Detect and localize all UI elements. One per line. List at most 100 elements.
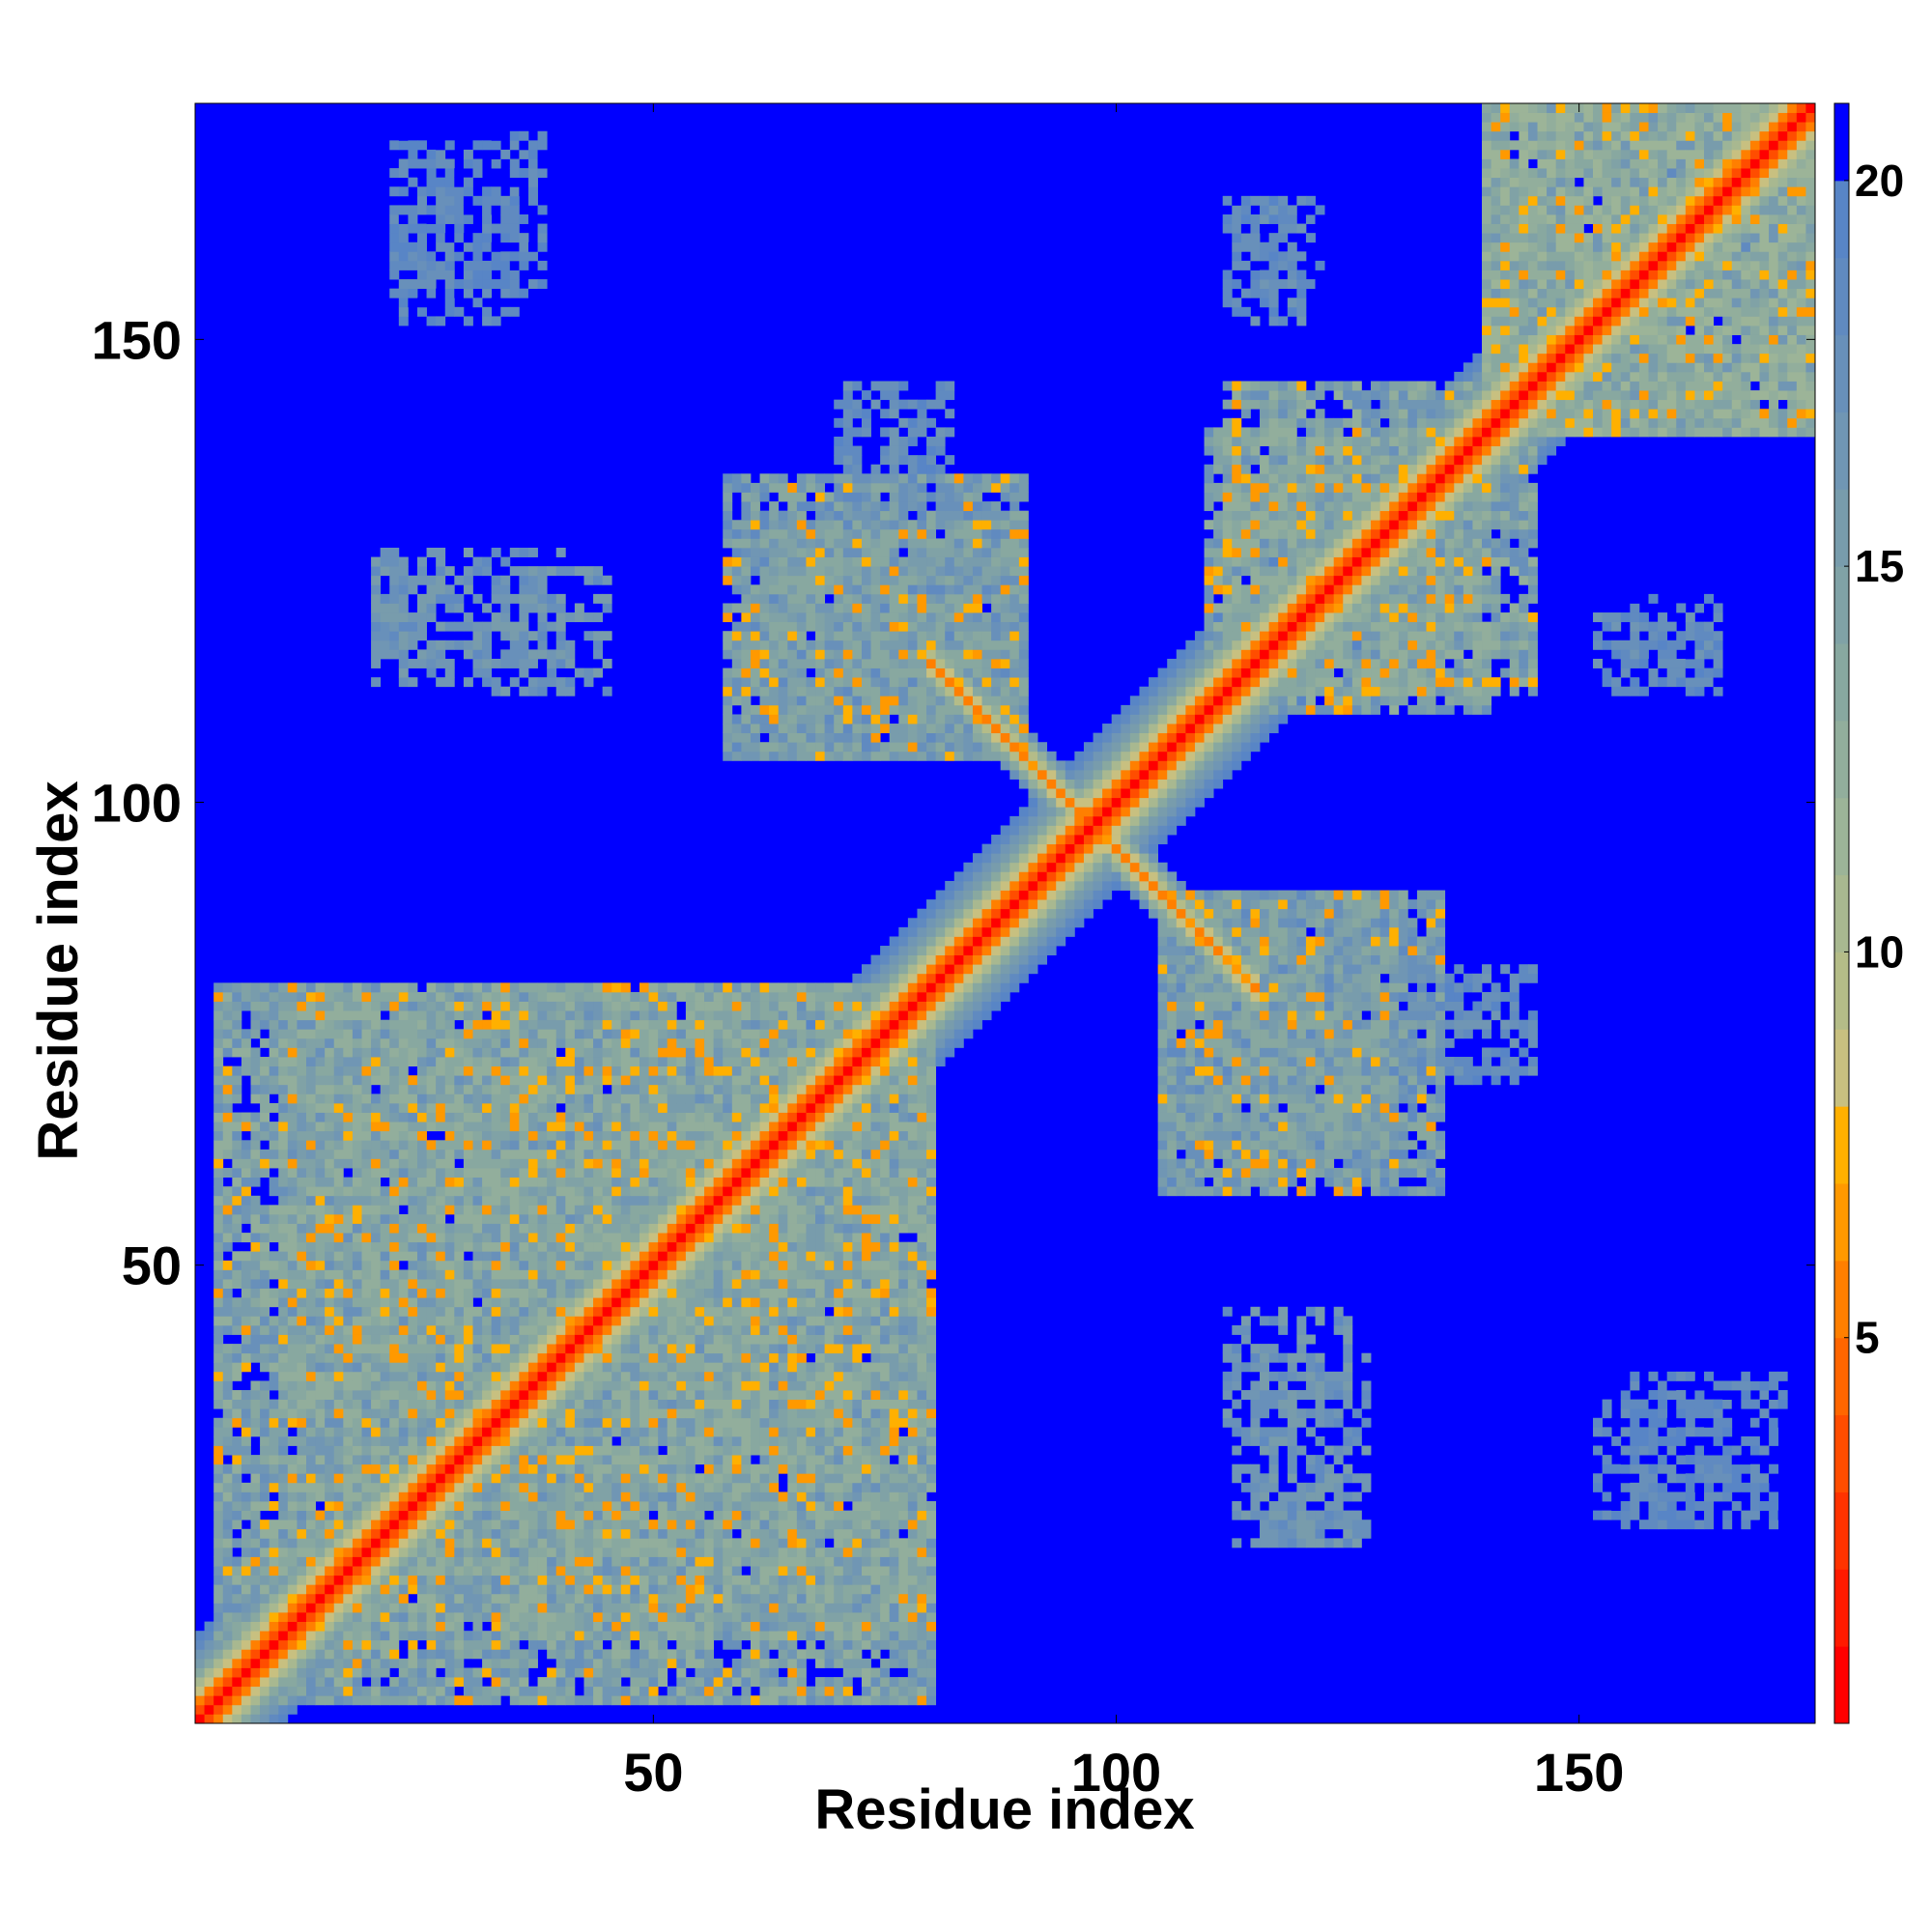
heatmap-cell [611,1528,622,1539]
heatmap-cell [371,1686,382,1696]
heatmap-cell [547,1122,557,1132]
heatmap-cell [436,1019,446,1030]
heatmap-cell [287,1455,298,1465]
heatmap-cell [527,168,538,179]
heatmap-cell [463,1112,473,1122]
heatmap-cell [297,1019,307,1030]
heatmap-cell [639,991,649,1002]
heatmap-cell [741,732,752,743]
heatmap-cell [297,1065,307,1076]
heatmap-cell [352,1010,362,1021]
heatmap-cell [389,1631,400,1641]
heatmap-cell [260,1649,270,1660]
heatmap-cell [565,1037,576,1048]
heatmap-cell [472,1520,483,1530]
heatmap-cell [713,1233,724,1243]
heatmap-cell [408,1251,418,1262]
heatmap-cell [491,251,501,262]
heatmap-cell [555,593,566,604]
heatmap-cell [695,1168,705,1179]
heatmap-cell [555,1306,566,1317]
heatmap-cell [389,1408,400,1419]
heatmap-cell [500,584,511,595]
heatmap-cell [555,1168,566,1179]
heatmap-cell [269,1047,279,1058]
heatmap-cell [343,1195,354,1206]
heatmap-cell [704,1158,715,1169]
heatmap-cell [509,1695,520,1706]
heatmap-cell [639,1112,649,1122]
heatmap-cell [648,1408,659,1419]
heatmap-cell [713,1334,724,1345]
heatmap-cell [463,149,473,159]
heatmap-cell [527,1094,538,1104]
heatmap-cell [565,1029,576,1039]
heatmap-cell [297,1130,307,1141]
heatmap-cell [463,1260,473,1270]
heatmap-cell [676,1492,687,1502]
heatmap-cell [352,1223,362,1234]
heatmap-cell [602,1362,612,1373]
heatmap-cell [555,649,566,660]
heatmap-cell [305,1177,316,1187]
heatmap-cell [408,1603,418,1613]
heatmap-cell [547,1390,557,1400]
heatmap-cell [648,1149,659,1159]
heatmap-cell [297,1695,307,1706]
heatmap-cell [222,1445,233,1456]
heatmap-cell [519,1130,529,1141]
heatmap-cell [667,1037,677,1048]
heatmap-cell [260,1704,270,1715]
heatmap-cell [648,1279,659,1289]
heatmap-cell [741,1612,752,1622]
heatmap-cell [731,1399,742,1409]
heatmap-cell [685,1047,696,1058]
heatmap-cell [509,1528,520,1539]
heatmap-cell [213,1455,224,1465]
heatmap-cell [361,1603,372,1613]
heatmap-cell [602,1352,612,1363]
heatmap-cell [509,1482,520,1492]
heatmap-cell [547,1612,557,1622]
heatmap-cell [305,1501,316,1511]
heatmap-cell [232,1149,242,1159]
heatmap-cell [380,1612,390,1622]
heatmap-cell [667,1065,677,1076]
heatmap-cell [685,1186,696,1197]
heatmap-cell [416,1538,427,1548]
heatmap-cell [213,1380,224,1391]
heatmap-cell [704,1269,715,1280]
heatmap-cell [250,1352,261,1363]
heatmap-cell [574,1122,584,1132]
heatmap-cell [436,547,446,557]
heatmap-cell [713,1241,724,1252]
heatmap-cell [547,1510,557,1520]
heatmap-cell [222,1547,233,1557]
heatmap-cell [297,1547,307,1557]
heatmap-cell [389,1621,400,1632]
heatmap-cell [519,1677,529,1688]
heatmap-cell [602,1297,612,1308]
heatmap-cell [371,566,382,577]
heatmap-cell [408,1492,418,1502]
heatmap-cell [398,658,409,668]
heatmap-cell [454,1380,465,1391]
heatmap-cell [527,1528,538,1539]
heatmap-cell [250,1667,261,1678]
heatmap-cell [704,1297,715,1308]
heatmap-cell [436,1631,446,1641]
heatmap-cell [333,1566,344,1577]
heatmap-cell [454,1677,465,1688]
heatmap-cell [611,1584,622,1595]
heatmap-cell [704,1094,715,1104]
heatmap-cell [555,639,566,650]
heatmap-cell [436,1269,446,1280]
heatmap-cell [611,1547,622,1557]
heatmap-cell [519,1566,529,1577]
heatmap-cell [463,1029,473,1039]
heatmap-cell [731,714,742,724]
heatmap-cell [602,1695,612,1706]
heatmap-cell [361,1075,372,1086]
heatmap-cell [444,1251,455,1262]
heatmap-cell [436,251,446,262]
